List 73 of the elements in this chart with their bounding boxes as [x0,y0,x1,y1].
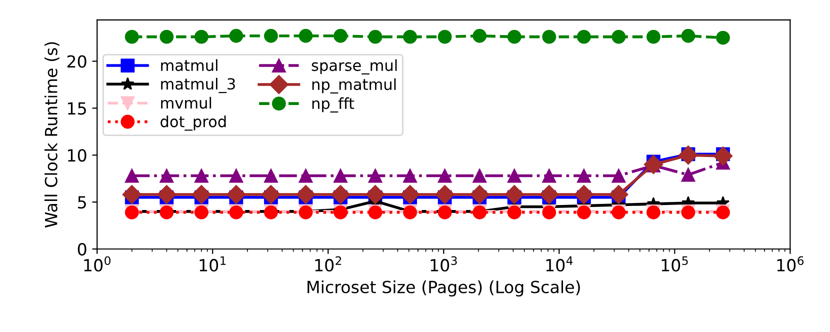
y-tick-label: 15 [68,102,86,115]
point [298,28,313,43]
point [298,168,313,183]
point [646,30,660,44]
y-tick-label: 0 [78,242,86,256]
point [229,28,244,43]
point [368,168,382,183]
point [366,185,385,204]
point [574,185,594,204]
point [368,30,382,44]
point [160,168,174,183]
x-tick-label: 10$^{1}$ [200,256,226,272]
y-axis-title: Wall Clock Runtime (s) [44,42,60,228]
x-tick-label: 10$^{2}$ [315,256,342,272]
point [334,168,348,183]
point [264,28,278,43]
point [403,30,417,44]
point [330,185,350,204]
x-tick-label: 10$^{6}$ [777,256,804,272]
point [403,168,417,183]
x-axis-title: Microset Size (Pages) (Log Scale) [308,280,580,297]
x-tick-label: 10$^{4}$ [546,256,573,272]
legend-label: np_fft [312,97,354,113]
legend-label: np_matmul [312,78,396,94]
point [681,168,696,182]
point [157,185,176,204]
point [264,168,278,183]
point [438,30,452,44]
point [681,28,696,43]
x-tick-label: 10$^{5}$ [662,256,688,272]
x-tick-label: 10$^{3}$ [430,256,457,272]
point [226,185,246,204]
point [124,168,139,183]
point [644,154,663,174]
point [296,185,316,204]
point [438,168,452,183]
point [194,30,208,44]
point [470,185,490,204]
point [400,185,420,204]
point [542,168,556,183]
point [612,30,626,44]
point [504,185,524,204]
legend-label: matmul [161,59,218,72]
point [609,185,628,204]
legend-label: dot_prod [160,115,226,131]
point [678,146,698,165]
y-tick-label: 10 [68,149,86,162]
point [261,185,280,204]
point [576,30,591,44]
point [507,168,522,183]
point [435,185,454,204]
point [542,30,556,44]
x-tick-label: 10$^{0}$ [84,256,110,272]
legend-label: sparse_mul [312,59,397,74]
point [124,30,139,44]
point [229,168,244,183]
point [194,168,208,183]
point [507,30,522,44]
point [472,168,487,183]
legend-label: matmul_3 [161,78,235,94]
point [713,146,733,166]
point [122,185,142,204]
point [472,28,487,43]
point [160,30,174,44]
point [716,30,730,45]
point [612,168,626,183]
point [192,185,211,204]
point [540,185,559,204]
point [334,28,348,43]
point [576,168,591,183]
y-tick-label: 5 [78,196,86,209]
legend-label: mvmul [161,96,212,109]
y-tick-label: 20 [67,55,86,68]
